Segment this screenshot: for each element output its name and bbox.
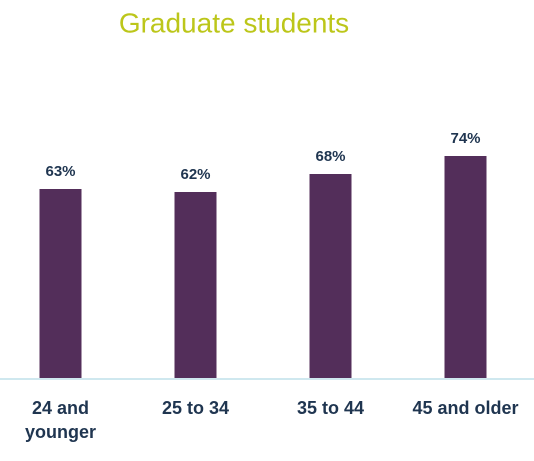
- x-tick-label: 45 and older: [412, 398, 519, 418]
- value-label: 63%: [45, 163, 75, 180]
- value-label: 68%: [315, 148, 345, 165]
- bar: [39, 189, 82, 378]
- bar: [309, 174, 352, 378]
- bar: [174, 192, 217, 378]
- x-tick-label: 35 to 44: [296, 398, 365, 418]
- value-label: 62%: [180, 166, 210, 183]
- chart-title: Graduate students: [119, 7, 349, 38]
- bar: [444, 156, 487, 378]
- value-label: 74%: [450, 130, 480, 147]
- x-tick-label: 24 and younger: [24, 398, 96, 442]
- x-tick-label: 25 to 34: [161, 398, 230, 418]
